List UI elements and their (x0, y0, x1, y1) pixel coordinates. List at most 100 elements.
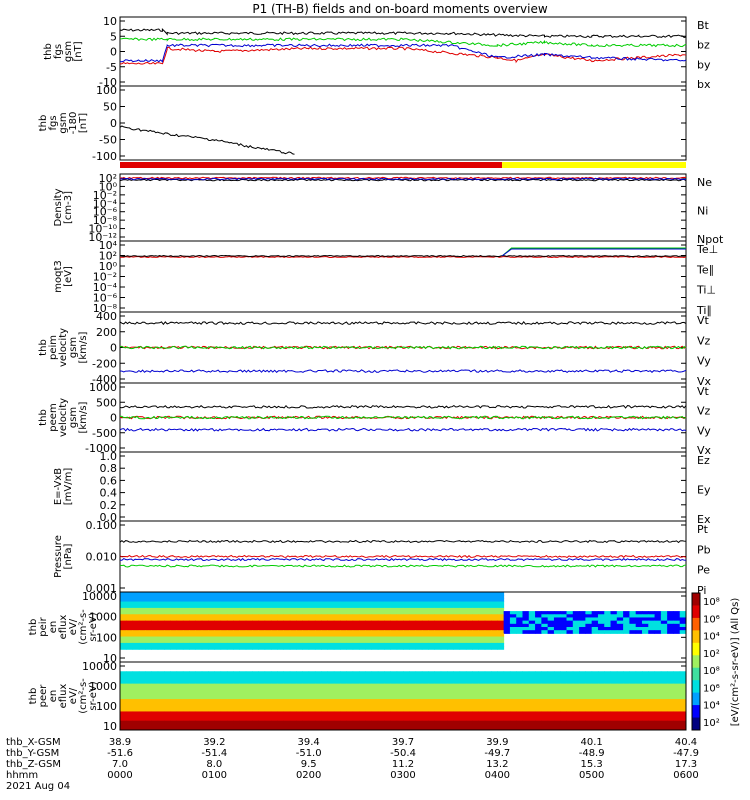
series-Vt (119, 320, 687, 326)
spectrogram-cell (497, 623, 505, 628)
spectrogram-cell (673, 680, 681, 685)
spectrogram-cell (409, 726, 417, 731)
spectrogram-cell (629, 705, 637, 709)
spectrogram-cell (535, 623, 542, 628)
spectrogram-cell (472, 607, 479, 612)
spectrogram-cell (522, 711, 530, 716)
spectrogram-cell (453, 646, 461, 650)
spectrogram-cell (333, 639, 341, 644)
spectrogram-cell (459, 717, 467, 722)
spectrogram-cell (151, 696, 159, 700)
spectrogram-cell (516, 620, 523, 625)
spectrogram-cell (629, 689, 637, 694)
spectrogram-cell (434, 598, 442, 603)
spectrogram-cell (428, 689, 435, 694)
spectrogram-cell (616, 720, 624, 725)
spectrogram-cell (157, 595, 165, 599)
spectrogram-cell (346, 595, 354, 599)
spectrogram-cell (270, 711, 278, 716)
spectrogram-cell (409, 604, 417, 609)
y-tick-label: -1000 (85, 442, 117, 455)
spectrogram-cell (629, 677, 637, 682)
spectrogram-cell (327, 623, 335, 628)
spectrogram-cell (233, 607, 240, 612)
spectrogram-cell (245, 689, 253, 694)
spectrogram-cell (201, 686, 209, 691)
spectrogram-cell (132, 702, 140, 706)
spectrogram-cell (623, 699, 630, 703)
spectrogram-cell (302, 686, 310, 691)
spectrogram-cell (377, 611, 385, 615)
ephemeris-row-label: hhmm (6, 770, 38, 781)
spectrogram-cell (252, 689, 259, 694)
spectrogram-cell (623, 683, 630, 688)
y-axis-label: gsm (63, 41, 74, 62)
spectrogram-cell (648, 611, 656, 615)
spectrogram-cell (170, 680, 178, 685)
spectrogram-cell (352, 696, 360, 700)
spectrogram-cell (522, 696, 530, 700)
spectrogram-cell (390, 674, 398, 678)
spectrogram-cell (170, 604, 178, 609)
series-Vy (119, 415, 687, 420)
spectrogram-cell (421, 611, 429, 615)
spectrogram-cell (164, 689, 171, 694)
spectrogram-cell (245, 633, 253, 638)
colorbar-tick: 10⁸ (703, 597, 720, 608)
spectrogram-cell (201, 692, 209, 697)
spectrogram-cell (365, 592, 373, 596)
spectrogram-cell (629, 714, 637, 719)
spectrogram-cell (189, 671, 196, 675)
spectrogram-cell (459, 723, 467, 728)
colorbar-label: [eV/(cm²-s-sr-eV)] (All Qs) (730, 598, 741, 727)
ephemeris-value: 39.4 (298, 737, 320, 748)
spectrogram-cell (453, 699, 461, 703)
spectrogram-cell (176, 627, 184, 631)
spectrogram-cell (428, 636, 435, 641)
spectrogram-cell (535, 680, 542, 685)
spectrogram-cell (151, 705, 159, 709)
spectrogram-cell (283, 604, 291, 609)
spectrogram-cell (390, 699, 398, 703)
spectrogram-cell (314, 611, 322, 615)
spectrogram-cell (440, 686, 448, 691)
spectrogram-cell (528, 620, 536, 625)
spectrogram-cell (264, 714, 272, 719)
spectrogram-cell (145, 677, 152, 682)
spectrogram-cell (560, 671, 568, 675)
spectrogram-cell (371, 702, 379, 706)
spectrogram-cell (654, 620, 662, 625)
spectrogram-cell (591, 677, 599, 682)
spectrogram-cell (654, 614, 662, 618)
spectrogram-cell (465, 601, 473, 606)
y-axis-label: peer (38, 684, 49, 708)
spectrogram-cell (503, 620, 511, 625)
spectrogram-cell (138, 595, 146, 599)
spectrogram-cell (296, 677, 303, 682)
spectrogram-cell (597, 611, 605, 615)
spectrogram-cell (390, 702, 398, 706)
spectrogram-cell (333, 646, 341, 650)
spectrogram-cell (541, 692, 549, 697)
spectrogram-cell (585, 699, 593, 703)
spectrogram-cell (289, 692, 297, 697)
spectrogram-cell (679, 692, 687, 697)
spectrogram-cell (440, 639, 448, 644)
spectrogram-cell (447, 601, 454, 606)
spectrogram-cell (138, 627, 146, 631)
spectrogram-cell (283, 705, 291, 709)
spectrogram-cell (340, 639, 347, 644)
spectrogram-cell (440, 711, 448, 716)
spectrogram-cell (547, 686, 555, 691)
ephemeris-value: 39.2 (203, 737, 225, 748)
spectrogram-cell (189, 686, 196, 691)
spectrogram-cell (478, 702, 486, 706)
spectrogram-cell (560, 717, 568, 722)
spectrogram-cell (421, 623, 429, 628)
spectrogram-cell (289, 717, 297, 722)
spectrogram-cell (491, 726, 498, 731)
spectrogram-cell (340, 617, 347, 622)
spectrogram-cell (302, 720, 310, 725)
spectrogram-cell (560, 699, 568, 703)
spectrogram-cell (403, 646, 410, 650)
